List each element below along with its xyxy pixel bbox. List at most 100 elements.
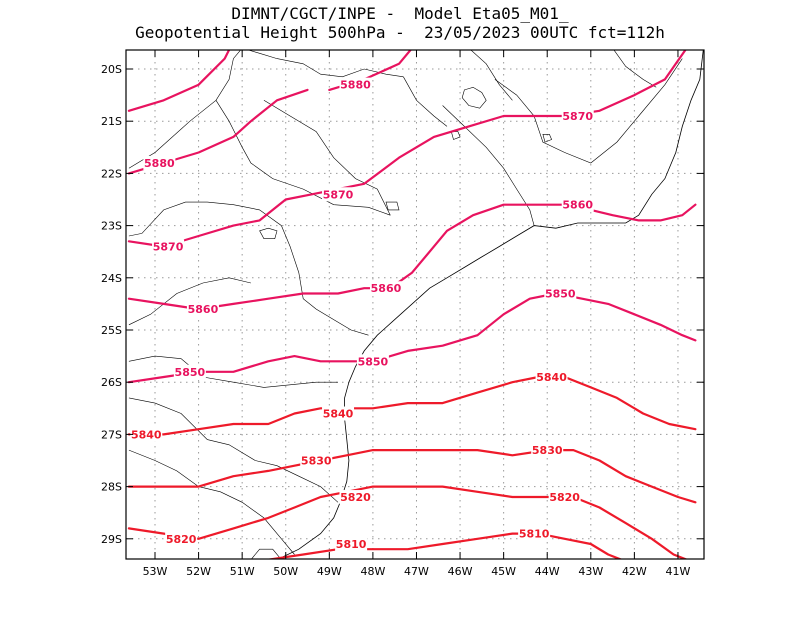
title-line-2: Geopotential Height 500hPa - 23/05/2023 … — [135, 23, 665, 42]
contour-label-5860: 5860 — [188, 303, 219, 316]
state-border — [128, 355, 338, 388]
contour-label-bg — [300, 453, 333, 468]
lat-tick-label: 26S — [101, 376, 122, 389]
contour-label-bg — [130, 427, 163, 442]
reservoir-outline — [461, 86, 487, 109]
lat-tick-label: 21S — [101, 115, 122, 128]
contour-label-bg — [322, 406, 355, 421]
contour-label-bg — [518, 526, 551, 541]
contour-label-5870: 5870 — [562, 110, 593, 123]
lat-tick-label: 24S — [101, 272, 122, 285]
map-frame — [125, 49, 705, 560]
contour-line-5850 — [127, 292, 697, 384]
contour-label-bg — [165, 531, 198, 546]
lon-tick-label: 44W — [535, 565, 560, 578]
contour-label-5840: 5840 — [536, 371, 567, 384]
contour-label-bg — [186, 302, 219, 317]
contour-labels: 5880 5880 5870 5870 5870 5860 5860 5860 5850 5850… — [130, 77, 594, 552]
contour-label-5840: 5840 — [131, 428, 162, 441]
contour-line-5820 — [127, 485, 688, 559]
lon-tick-label: 45W — [491, 565, 516, 578]
lat-tick-label: 28S — [101, 481, 122, 494]
lat-tick-label: 20S — [101, 63, 122, 76]
lat-tick-label: 22S — [101, 167, 122, 180]
lon-tick-label: 43W — [578, 565, 603, 578]
contour-line-5880 — [127, 50, 231, 112]
contour-label-5870: 5870 — [153, 240, 184, 253]
lon-tick-label: 51W — [230, 565, 255, 578]
contour-label-bg — [531, 443, 564, 458]
lon-tick-label: 49W — [317, 565, 342, 578]
lon-tick-label: 46W — [448, 565, 473, 578]
lon-tick-label: 53W — [143, 565, 168, 578]
lon-tick-label: 50W — [273, 565, 298, 578]
reservoir-outline — [259, 227, 278, 239]
lon-tick-label: 47W — [404, 565, 429, 578]
state-border — [128, 397, 339, 503]
contour-label-bg — [561, 197, 594, 212]
contour-label-bg — [143, 155, 176, 170]
lon-tick-label: 42W — [622, 565, 647, 578]
contour-label-5810: 5810 — [519, 528, 550, 541]
plot-title: DIMNT/CGCT/INPE - Model Eta05_M01_ Geopo… — [0, 4, 800, 42]
contour-label-5840: 5840 — [323, 408, 354, 421]
lon-tick-label: 52W — [186, 565, 211, 578]
contour-line-5870 — [127, 50, 687, 248]
coastline-and-borders — [128, 50, 704, 559]
contour-label-5860: 5860 — [562, 199, 593, 212]
contour-label-bg — [548, 490, 581, 505]
contour-label-bg — [339, 490, 372, 505]
contour-label-bg — [356, 354, 389, 369]
state-border — [442, 105, 535, 226]
contour-label-bg — [322, 187, 355, 202]
coastline — [277, 50, 704, 559]
contour-label-bg — [339, 77, 372, 92]
lat-tick-label: 29S — [101, 533, 122, 546]
contour-line-5860 — [127, 203, 697, 311]
state-border — [128, 449, 295, 555]
contour-label-bg — [535, 369, 568, 384]
contour-label-5820: 5820 — [340, 491, 371, 504]
contour-label-bg — [544, 286, 577, 301]
reservoir-outline — [385, 201, 400, 211]
title-line-1: DIMNT/CGCT/INPE - Model Eta05_M01_ — [231, 4, 569, 23]
latitude-ticks: 20S 21S 22S 23S 24S 25S 26S 27S 28S 29S — [101, 63, 704, 546]
reservoir-outline — [542, 134, 552, 143]
state-border — [128, 277, 251, 326]
lon-tick-label: 48W — [360, 565, 385, 578]
contour-label-5880: 5880 — [340, 79, 371, 92]
state-border — [403, 76, 448, 127]
contour-label-5810: 5810 — [336, 538, 367, 551]
contour-label-5830: 5830 — [301, 455, 332, 468]
lon-tick-label: 41W — [666, 565, 691, 578]
contour-label-bg — [369, 281, 402, 296]
reservoir-outline — [450, 131, 461, 140]
state-border — [613, 50, 657, 88]
longitude-ticks: 53W 52W 51W 50W 49W 48W 47W 46W 45W 44W 43W 42W 41W — [143, 50, 691, 578]
contour-label-5850: 5850 — [175, 366, 206, 379]
contour-label-5870: 5870 — [323, 188, 354, 201]
contour-label-bg — [152, 239, 185, 254]
state-border — [215, 100, 391, 216]
contour-label-bg — [173, 364, 206, 379]
contour-label-5880: 5880 — [144, 157, 175, 170]
lat-tick-label: 25S — [101, 324, 122, 337]
contour-label-5820: 5820 — [549, 491, 580, 504]
state-border — [263, 100, 391, 216]
contour-label-5820: 5820 — [166, 533, 197, 546]
contour-label-bg — [335, 537, 368, 552]
contour-line-5840 — [127, 375, 697, 436]
contour-label-5860: 5860 — [371, 282, 402, 295]
state-border — [494, 58, 683, 164]
contour-label-5850: 5850 — [358, 355, 389, 368]
contour-label-bg — [561, 108, 594, 123]
lat-tick-label: 27S — [101, 428, 122, 441]
lat-tick-label: 23S — [101, 220, 122, 233]
state-border — [128, 50, 404, 169]
state-border — [128, 201, 369, 336]
state-border — [470, 50, 513, 101]
contour-label-5850: 5850 — [545, 287, 576, 300]
state-border — [251, 548, 282, 559]
contour-label-5830: 5830 — [532, 444, 563, 457]
